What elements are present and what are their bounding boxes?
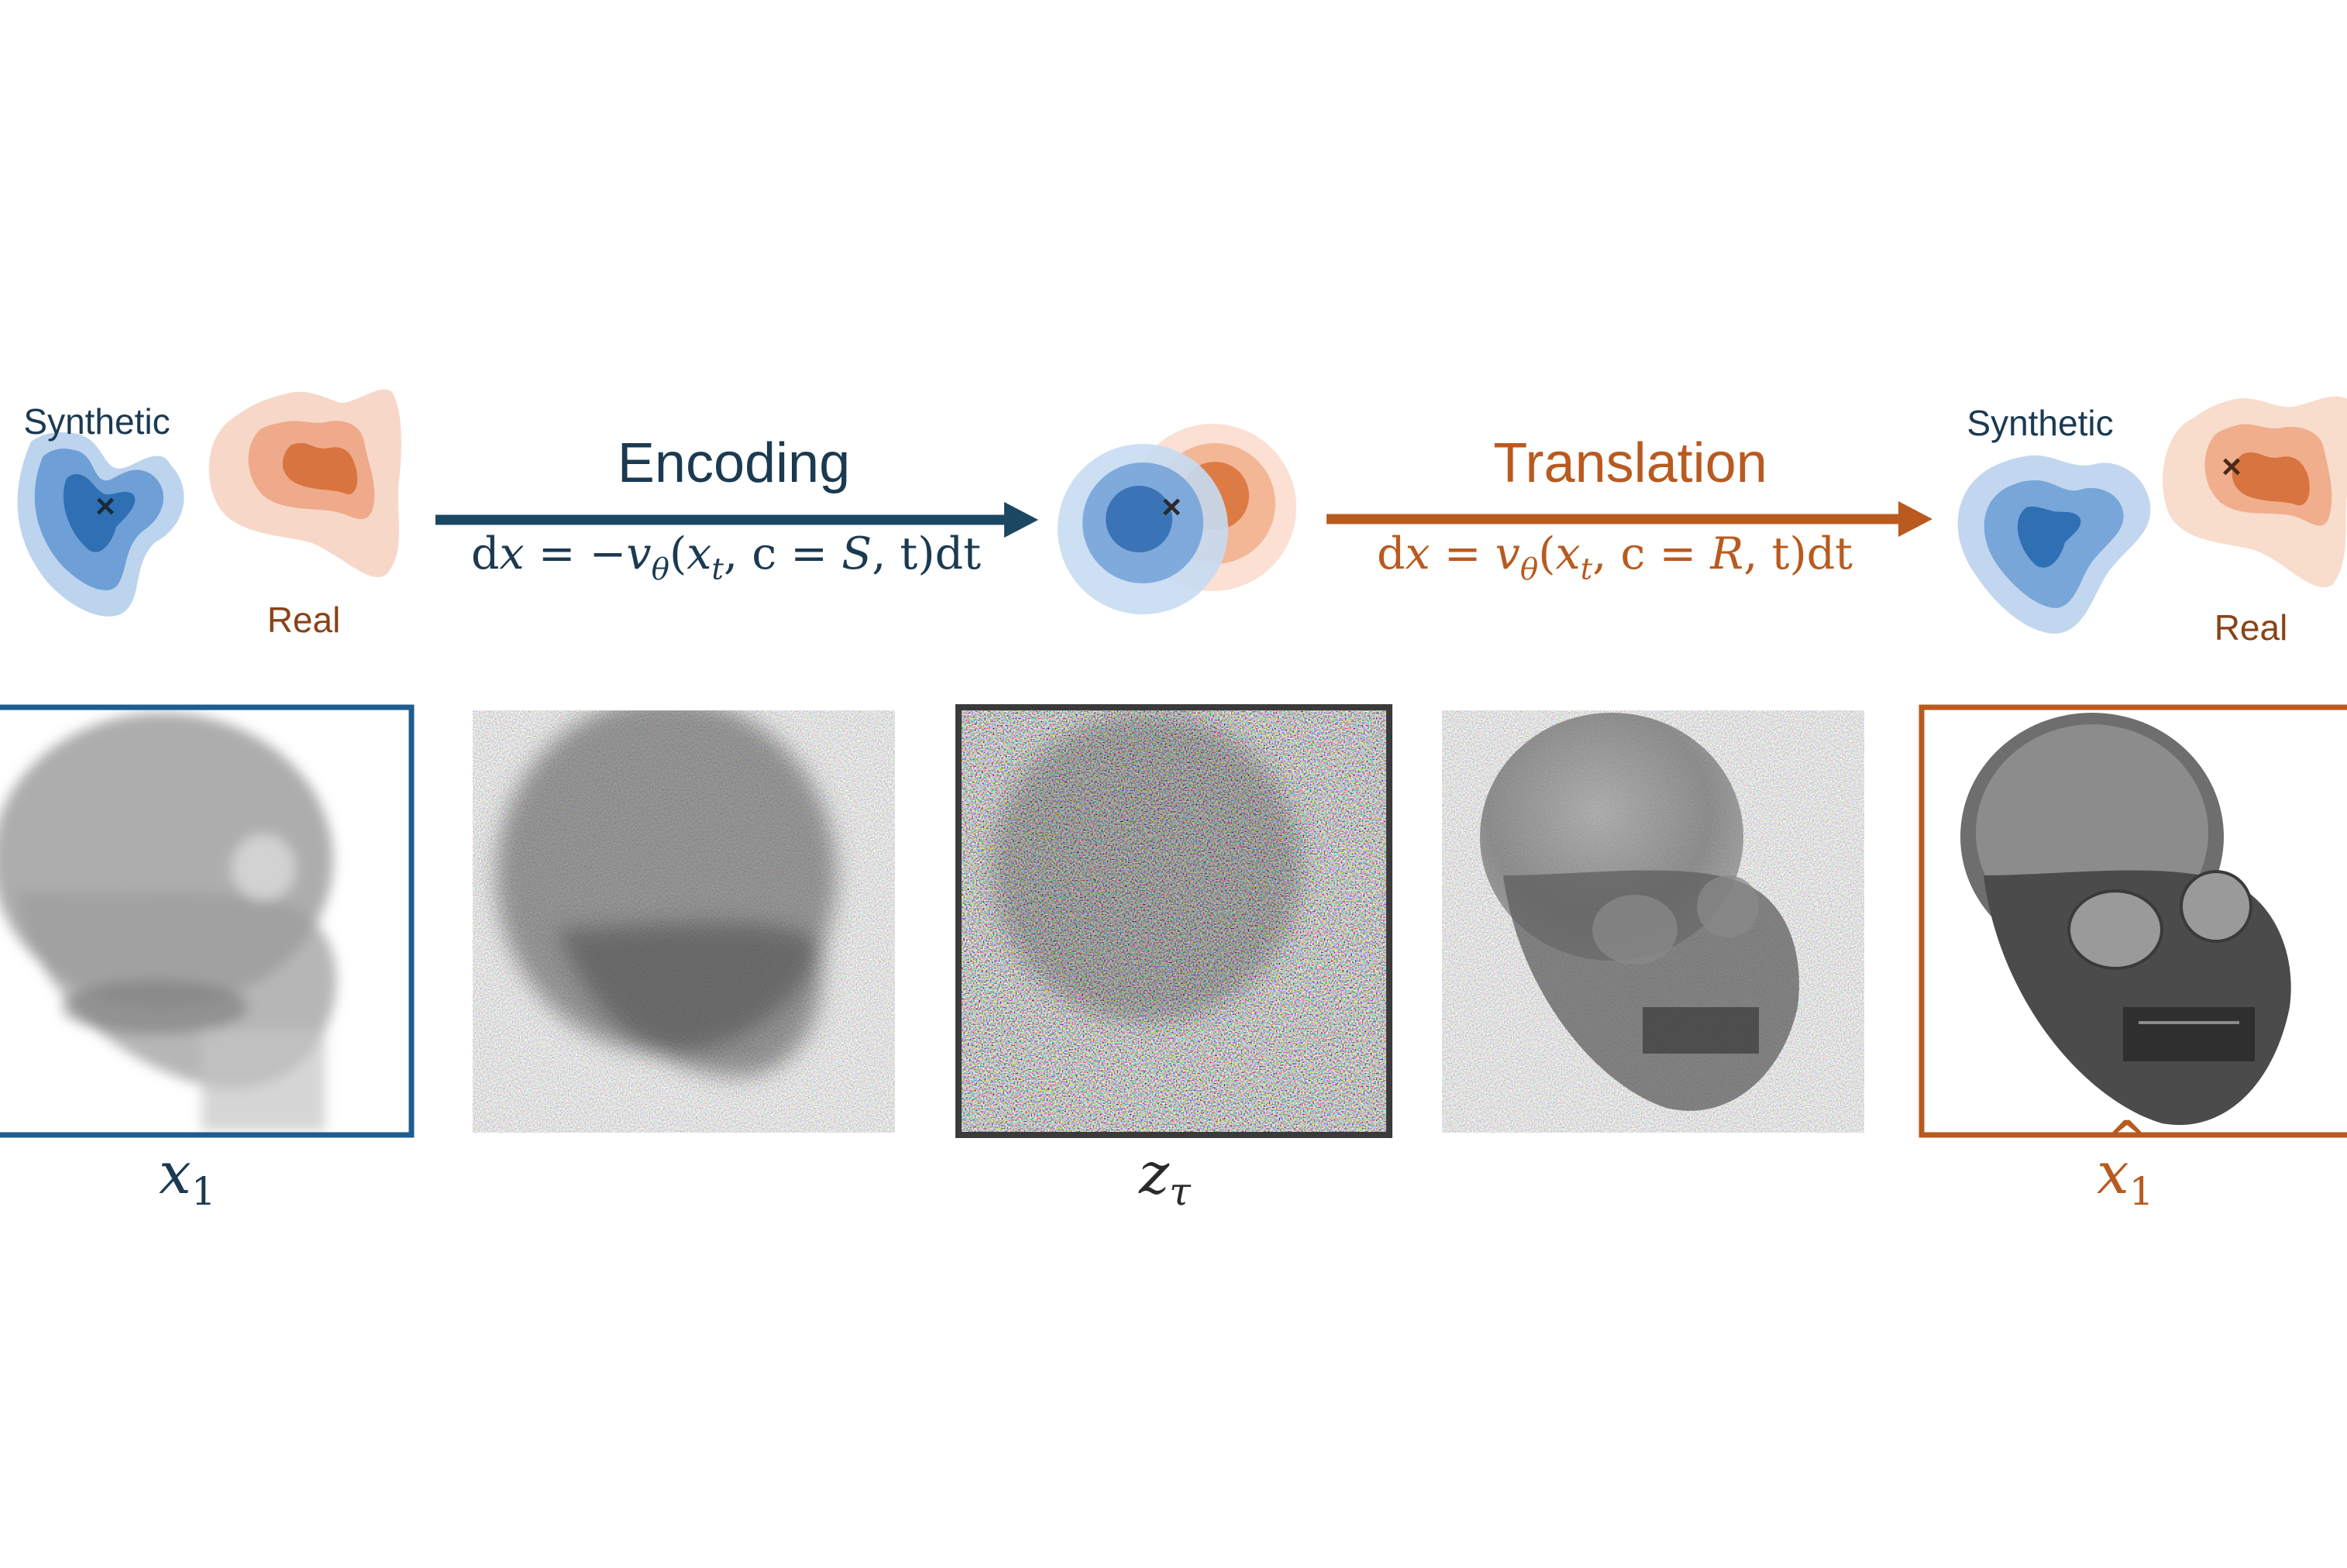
caption-x1-hat-base: x bbox=[2097, 1140, 2129, 1207]
right-synthetic-distribution bbox=[1957, 455, 2151, 634]
latent-synthetic-distribution bbox=[1058, 444, 1228, 614]
right-real-marker: × bbox=[2221, 448, 2242, 486]
eq-enc-open: ( bbox=[669, 528, 687, 579]
left-real-distribution bbox=[208, 389, 401, 578]
eq-tr-t2: , t bbox=[1743, 528, 1790, 579]
eq-tr-eqsign: = bbox=[1430, 528, 1495, 579]
eq-tr-xt: x bbox=[1555, 528, 1581, 579]
eq-tr-close: )dt bbox=[1789, 528, 1853, 579]
caption-z-sub: τ bbox=[1169, 1169, 1191, 1214]
translation-equation: dx = vθ(xt, c = R, t)dt bbox=[1377, 528, 1853, 584]
eq-enc-v: v bbox=[626, 528, 652, 579]
caption-x1-base: x bbox=[159, 1140, 191, 1207]
caption-x1-hat-accent: ^ bbox=[2103, 1109, 2152, 1176]
caption-z-tau: zτ bbox=[1139, 1140, 1191, 1214]
eq-tr-r: R bbox=[1710, 528, 1744, 579]
left-distributions: × Synthetic Real bbox=[17, 389, 401, 640]
eq-tr-x: x bbox=[1405, 528, 1430, 579]
panel-z-tau-noise bbox=[955, 704, 1392, 1138]
latent-distributions: × bbox=[1058, 424, 1296, 614]
eq-enc-xt: x bbox=[687, 528, 712, 579]
left-synthetic-distribution bbox=[17, 432, 184, 617]
eq-enc-d: d bbox=[471, 528, 500, 579]
eq-enc-close: )dt bbox=[917, 528, 981, 579]
latent-marker: × bbox=[1161, 488, 1182, 526]
encoding-arrow bbox=[435, 502, 1038, 538]
caption-z-base: z bbox=[1139, 1140, 1169, 1207]
eq-tr-c: , c = bbox=[1592, 528, 1711, 579]
right-synthetic-label: Synthetic bbox=[1967, 403, 2113, 443]
eq-tr-theta: θ bbox=[1519, 552, 1539, 587]
right-real-distribution bbox=[2163, 396, 2347, 588]
panel-noisy-translation bbox=[1442, 710, 1864, 1133]
panel-noisy-encoding bbox=[473, 710, 895, 1133]
right-real-label: Real bbox=[2215, 607, 2288, 648]
left-synthetic-marker: × bbox=[95, 487, 115, 525]
eq-tr-d: d bbox=[1377, 528, 1406, 579]
left-synthetic-label: Synthetic bbox=[23, 401, 170, 442]
eq-tr-v: v bbox=[1495, 528, 1520, 579]
panel-x1-synthetic-xray bbox=[0, 704, 415, 1138]
synthetic-skull-image bbox=[0, 713, 337, 1131]
eq-enc-t2: , t bbox=[872, 528, 918, 579]
right-distributions: × Synthetic Real bbox=[1957, 396, 2347, 648]
eq-enc-eqsign: = − bbox=[524, 528, 627, 579]
eq-enc-c: , c = bbox=[723, 528, 842, 579]
translation-title: Translation bbox=[1493, 432, 1767, 494]
caption-x1-hat: ^ x1 bbox=[2097, 1109, 2154, 1214]
real-style-skull-image bbox=[1960, 713, 2291, 1126]
eq-enc-theta: θ bbox=[651, 552, 669, 587]
left-real-label: Real bbox=[267, 600, 341, 640]
eq-enc-x: x bbox=[499, 528, 525, 579]
caption-x1-sub: 1 bbox=[191, 1169, 216, 1214]
encoding-title: Encoding bbox=[618, 432, 850, 494]
encoding-equation: dx = −vθ(xt, c = S, t)dt bbox=[471, 528, 981, 584]
eq-tr-open: ( bbox=[1538, 528, 1556, 579]
eq-enc-t-sub: t bbox=[711, 552, 724, 587]
translation-arrow bbox=[1327, 501, 1932, 537]
caption-x1-hat-sub: 1 bbox=[2128, 1169, 2154, 1214]
panel-x1-hat-real-xray bbox=[1919, 704, 2347, 1138]
caption-x1: x1 bbox=[159, 1140, 216, 1214]
eq-enc-s: S bbox=[841, 528, 872, 579]
eq-tr-t-sub: t bbox=[1580, 552, 1593, 587]
